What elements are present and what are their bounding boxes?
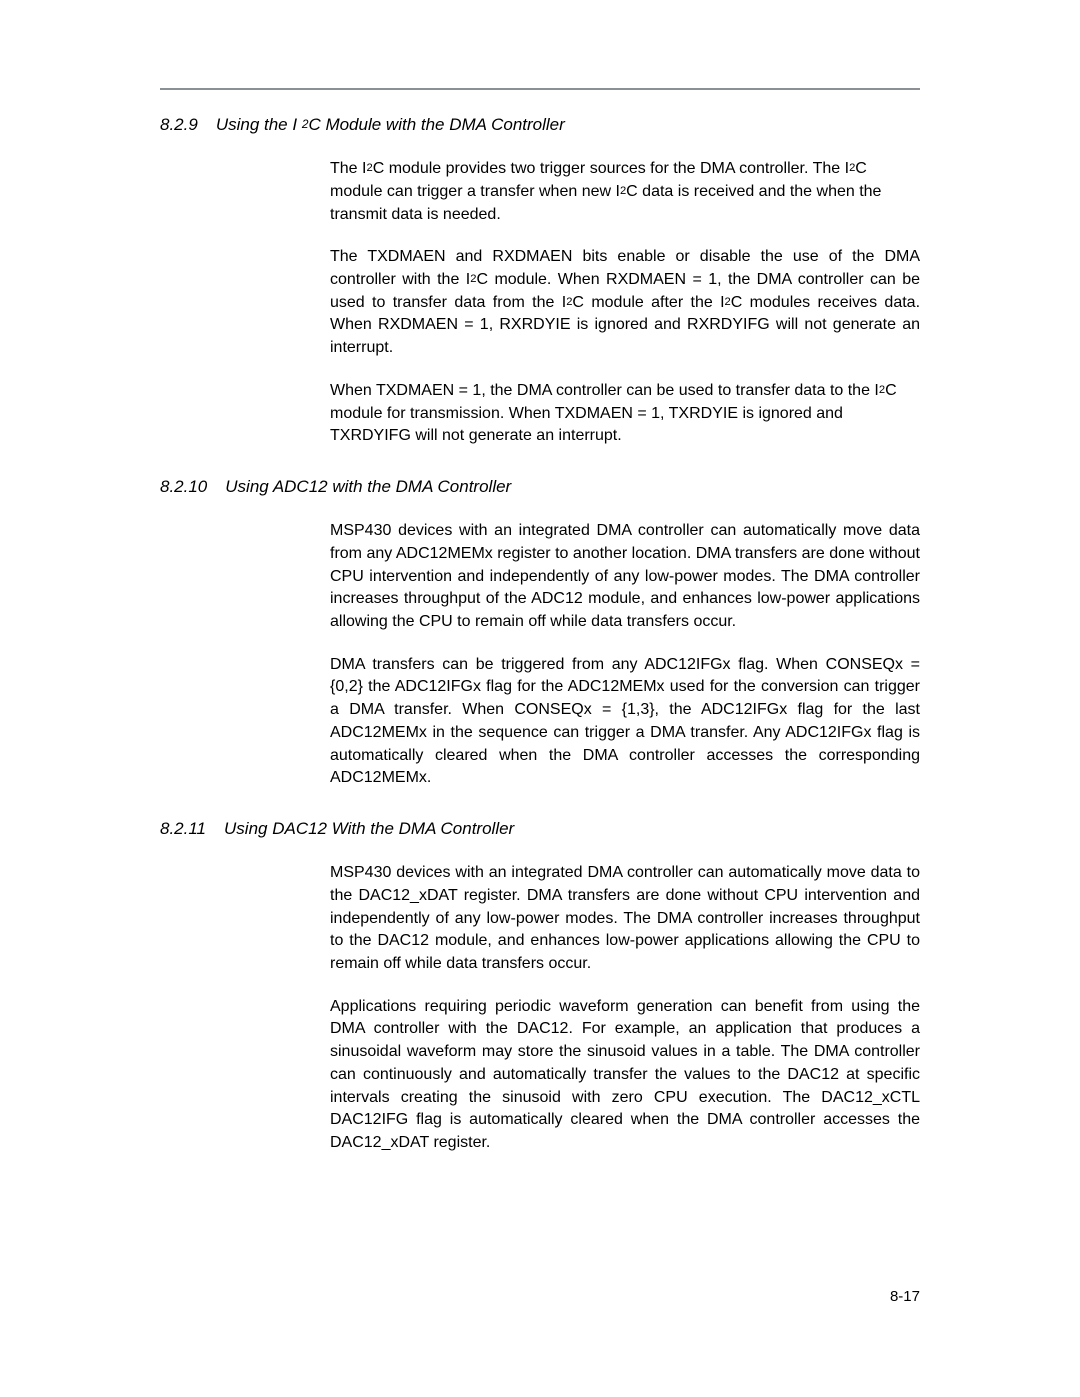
body-paragraph: MSP430 devices with an integrated DMA co… xyxy=(330,520,920,634)
section-title: Using ADC12 with the DMA Controller xyxy=(225,477,511,496)
page-number: 8-17 xyxy=(890,1288,920,1305)
section-number: 8.2.10 xyxy=(160,476,207,498)
section-title: Using DAC12 With the DMA Controller xyxy=(224,819,514,838)
section-heading: 8.2.9 Using the I 2C Module with the DMA … xyxy=(160,114,920,136)
body-paragraph: The TXDMAEN and RXDMAEN bits enable or d… xyxy=(330,246,920,360)
body-paragraph: Applications requiring periodic waveform… xyxy=(330,996,920,1155)
body-paragraph: The I2C module provides two trigger sour… xyxy=(330,158,920,226)
body-paragraph: MSP430 devices with an integrated DMA co… xyxy=(330,862,920,976)
body-paragraph: When TXDMAEN = 1, the DMA controller can… xyxy=(330,380,920,448)
header-rule xyxy=(160,88,920,90)
content-area: 8.2.9 Using the I 2C Module with the DMA … xyxy=(160,108,920,1175)
section-number: 8.2.11 xyxy=(160,818,206,840)
section-heading: 8.2.10 Using ADC12 with the DMA Controlle… xyxy=(160,476,920,498)
section-heading: 8.2.11 Using DAC12 With the DMA Controlle… xyxy=(160,818,920,840)
body-paragraph: DMA transfers can be triggered from any … xyxy=(330,654,920,790)
page: 8.2.9 Using the I 2C Module with the DMA … xyxy=(0,0,1080,1397)
section-number: 8.2.9 xyxy=(160,114,198,136)
section-title: Using the I 2C Module with the DMA Contr… xyxy=(216,115,565,134)
